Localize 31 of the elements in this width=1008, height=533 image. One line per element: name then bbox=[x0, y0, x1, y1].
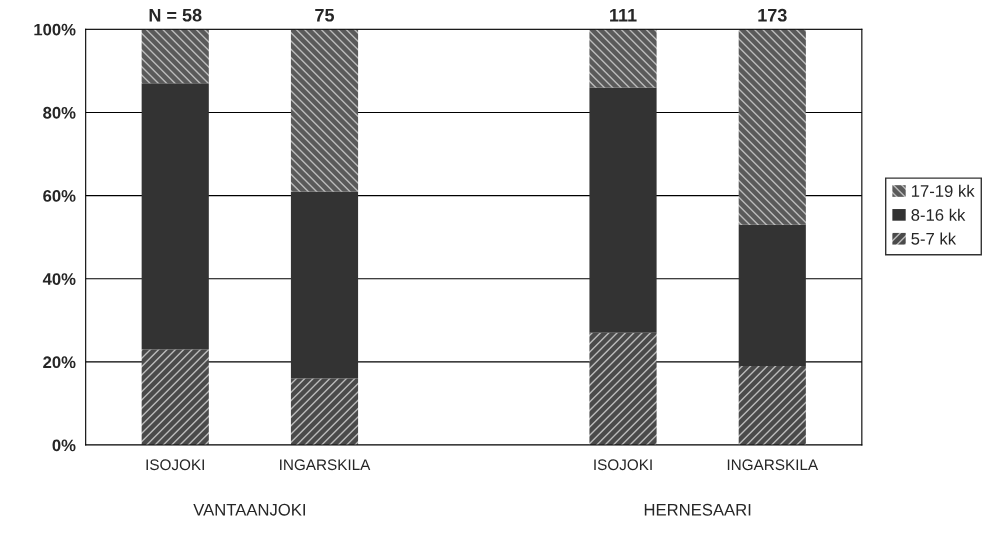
bar bbox=[290, 29, 359, 192]
x-tick-label: ISOJOKI bbox=[594, 459, 652, 471]
legend-label: 17-19 kk bbox=[911, 184, 975, 197]
bar bbox=[290, 378, 359, 446]
y-tick-label: 60% bbox=[43, 190, 76, 202]
bar bbox=[290, 191, 359, 379]
legend-label: 8-16 kk bbox=[911, 208, 966, 221]
x-tick-label: INGARSKILA bbox=[727, 459, 819, 471]
bar bbox=[141, 29, 209, 84]
text: 75 bbox=[315, 8, 335, 22]
text: 111 bbox=[610, 8, 637, 22]
bar bbox=[589, 29, 657, 88]
bar bbox=[141, 349, 209, 446]
y-tick-label: 80% bbox=[43, 106, 76, 119]
legend-label: 5-7 kk bbox=[911, 232, 957, 245]
x-tick-label: ISOJOKI bbox=[146, 459, 204, 471]
bar bbox=[589, 332, 657, 446]
bar bbox=[738, 366, 806, 446]
text: VANTAANJOKI bbox=[193, 503, 305, 516]
text: 173 bbox=[758, 8, 787, 22]
bar bbox=[738, 224, 806, 367]
text: HERNESAARI bbox=[644, 503, 751, 516]
y-tick-label: 0% bbox=[52, 439, 76, 452]
y-tick-label: 20% bbox=[43, 356, 76, 369]
y-tick-label: 40% bbox=[42, 273, 76, 285]
bar bbox=[738, 29, 806, 225]
bar bbox=[589, 87, 657, 333]
x-tick-label: INGARSKILA bbox=[280, 459, 371, 471]
bar bbox=[141, 83, 209, 350]
y-tick-label: 100% bbox=[34, 23, 76, 36]
text: N = 58 bbox=[149, 8, 202, 22]
